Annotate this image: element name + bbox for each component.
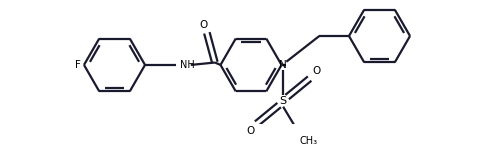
Text: O: O (312, 66, 320, 76)
Text: CH₃: CH₃ (299, 136, 318, 146)
Text: S: S (280, 96, 287, 106)
Text: O: O (199, 20, 208, 30)
Text: N: N (279, 60, 287, 70)
Text: NH: NH (180, 60, 195, 70)
Text: O: O (246, 126, 254, 136)
Text: F: F (75, 60, 81, 70)
